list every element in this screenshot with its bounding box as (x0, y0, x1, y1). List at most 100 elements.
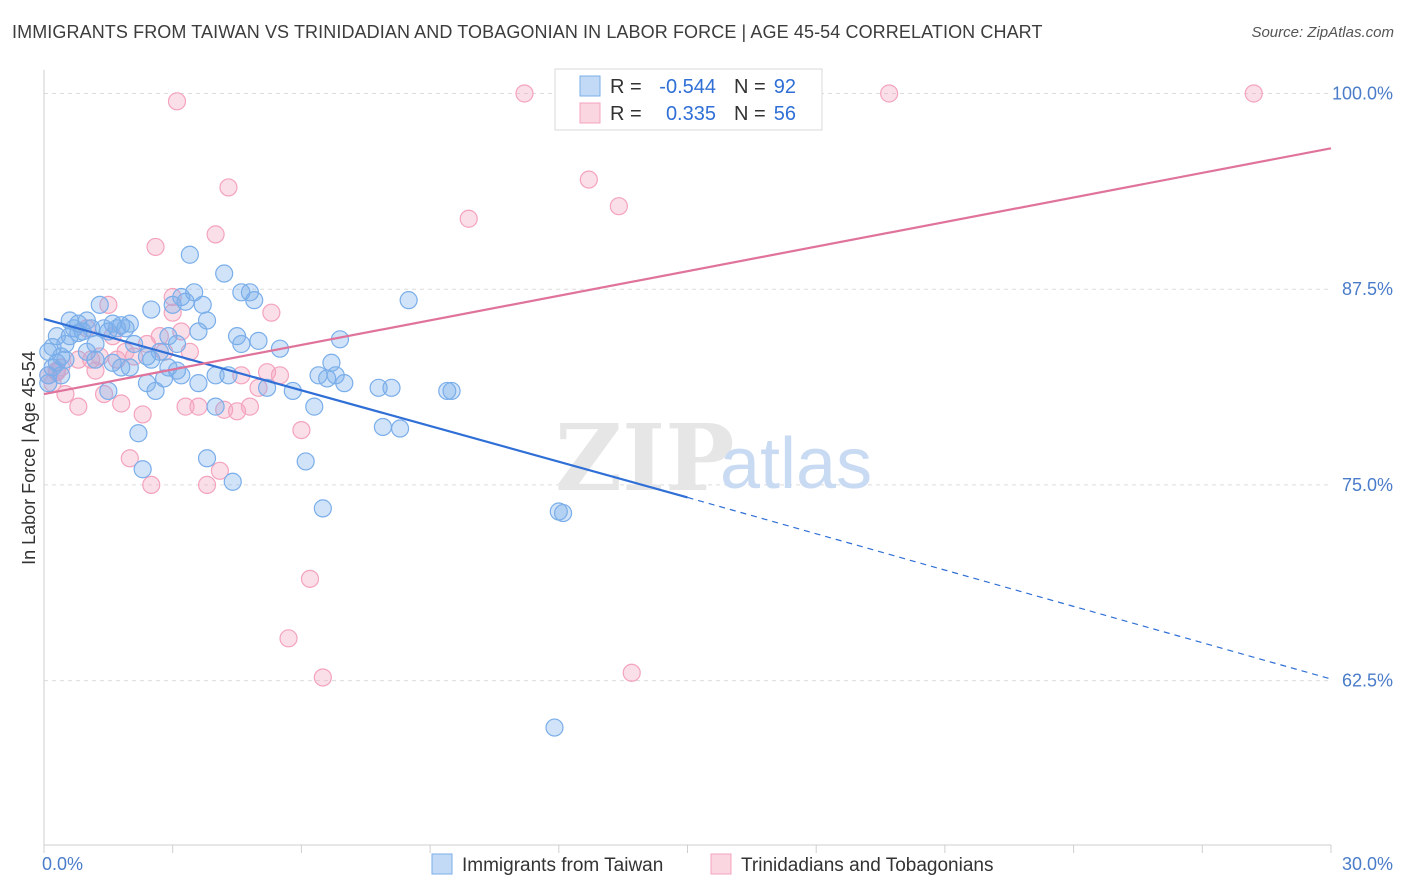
point-trinidadians-21 (142, 475, 161, 494)
series-legend: Immigrants from Taiwan Trinidadians and … (431, 853, 993, 876)
y-tick-label-0: 100.0% (1332, 83, 1393, 103)
point-trinidadians-39 (240, 397, 260, 416)
point-taiwan-81 (390, 419, 410, 438)
point-taiwan-7 (52, 366, 71, 385)
y-tick-label-3: 62.5% (1342, 671, 1393, 691)
point-trinidadians-44 (279, 629, 298, 648)
trend-line-taiwan (43, 317, 688, 499)
point-taiwan-65 (249, 331, 268, 350)
point-trinidadians-52 (622, 663, 641, 682)
watermark-zip: ZIP (555, 404, 734, 512)
y-axis-label: In Labor Force | Age 45-54 (19, 351, 39, 565)
point-taiwan-78 (369, 378, 388, 397)
point-taiwan-57 (215, 264, 234, 283)
point-taiwan-36 (142, 300, 161, 319)
point-trinidadians-48 (459, 209, 478, 228)
point-taiwan-21 (90, 295, 109, 314)
point-taiwan-64 (245, 291, 264, 310)
series-legend-swatch-taiwan (431, 853, 453, 875)
point-taiwan-33 (129, 424, 148, 443)
gridlines (44, 92, 1331, 682)
series-legend-swatch-trinidadians (710, 853, 732, 875)
point-trinidadians-22 (146, 237, 165, 257)
series-trinidadians-points (39, 84, 1263, 687)
point-trinidadians-46 (300, 569, 320, 588)
point-trinidadians-51 (609, 197, 628, 216)
point-taiwan-90 (103, 353, 122, 372)
point-taiwan-55 (206, 397, 225, 416)
point-taiwan-84 (442, 381, 461, 401)
legend-r-label-taiwan: R = (610, 76, 642, 98)
point-trinidadians-32 (197, 475, 217, 494)
point-taiwan-44 (167, 334, 187, 354)
point-taiwan-79 (373, 417, 393, 437)
correlation-legend: R = -0.544 N = 92 R = 0.335 N = 56 (554, 68, 823, 131)
point-trinidadians-15 (112, 394, 131, 413)
point-taiwan-38 (146, 381, 165, 401)
point-taiwan-91 (52, 347, 71, 366)
point-taiwan-59 (223, 472, 242, 491)
point-taiwan-24 (99, 381, 118, 401)
point-trinidadians-42 (262, 303, 281, 322)
point-taiwan-80 (382, 378, 401, 397)
point-taiwan-52 (193, 295, 212, 314)
legend-n-value-taiwan: 92 (774, 76, 796, 98)
x-tick-label-1: 30.0% (1342, 854, 1393, 874)
point-taiwan-19 (86, 334, 105, 354)
source-label: Source: ZipAtlas.com (1251, 24, 1394, 41)
point-trinidadians-54 (1244, 84, 1263, 103)
point-taiwan-30 (120, 314, 139, 333)
watermark: ZIP atlas (555, 404, 872, 512)
legend-r-label-trinidadians: R = (610, 103, 642, 125)
point-taiwan-49 (185, 283, 204, 302)
point-taiwan-51 (189, 374, 208, 393)
series-taiwan-points (39, 245, 573, 737)
point-taiwan-31 (120, 358, 139, 377)
point-taiwan-69 (296, 452, 315, 471)
y-tick-labels: 100.0% 87.5% 75.0% 62.5% (1332, 83, 1393, 690)
point-trinidadians-33 (206, 225, 225, 244)
point-taiwan-83 (438, 381, 457, 401)
legend-n-value-trinidadians: 56 (774, 103, 796, 125)
point-taiwan-48 (180, 245, 199, 264)
point-taiwan-77 (335, 374, 354, 393)
trend-line-trinidadians (43, 147, 1332, 396)
x-tick-labels: 0.0% 30.0% (42, 854, 1393, 874)
watermark-atlas: atlas (720, 424, 872, 504)
point-taiwan-54 (197, 449, 217, 468)
point-trinidadians-28 (167, 92, 187, 111)
y-tick-label-1: 87.5% (1342, 279, 1393, 299)
point-trinidadians-19 (133, 405, 152, 424)
point-trinidadians-45 (292, 421, 311, 440)
point-taiwan-72 (313, 499, 332, 518)
point-taiwan-34 (133, 460, 152, 479)
point-taiwan-87 (545, 718, 564, 737)
point-trinidadians-47 (313, 668, 332, 687)
trend-line-extension-taiwan (687, 496, 1332, 680)
legend-r-value-trinidadians: 0.335 (666, 103, 716, 125)
point-trinidadians-31 (189, 397, 208, 416)
point-taiwan-86 (553, 503, 573, 523)
legend-n-label-taiwan: N = (734, 76, 766, 98)
point-trinidadians-6 (69, 397, 88, 416)
trend-lines (43, 147, 1332, 680)
point-trinidadians-18 (124, 347, 144, 366)
point-trinidadians-50 (579, 170, 598, 189)
point-taiwan-20 (86, 350, 105, 369)
chart-title: IMMIGRANTS FROM TAIWAN VS TRINIDADIAN AN… (12, 22, 1043, 42)
legend-swatch-trinidadians (579, 102, 601, 124)
point-taiwan-68 (283, 381, 302, 401)
y-tick-label-2: 75.0% (1342, 475, 1393, 495)
series-legend-label-trinidadians: Trinidadians and Tobagonians (741, 855, 993, 876)
point-trinidadians-26 (163, 303, 182, 322)
point-trinidadians-29 (176, 397, 195, 416)
legend-r-value-taiwan: -0.544 (659, 76, 716, 98)
point-trinidadians-43 (270, 366, 290, 385)
point-trinidadians-17 (120, 449, 139, 468)
point-taiwan-82 (399, 291, 418, 310)
axes (43, 70, 1332, 853)
point-trinidadians-53 (880, 84, 899, 103)
point-taiwan-70 (305, 397, 324, 416)
x-tick-label-0: 0.0% (42, 854, 83, 874)
